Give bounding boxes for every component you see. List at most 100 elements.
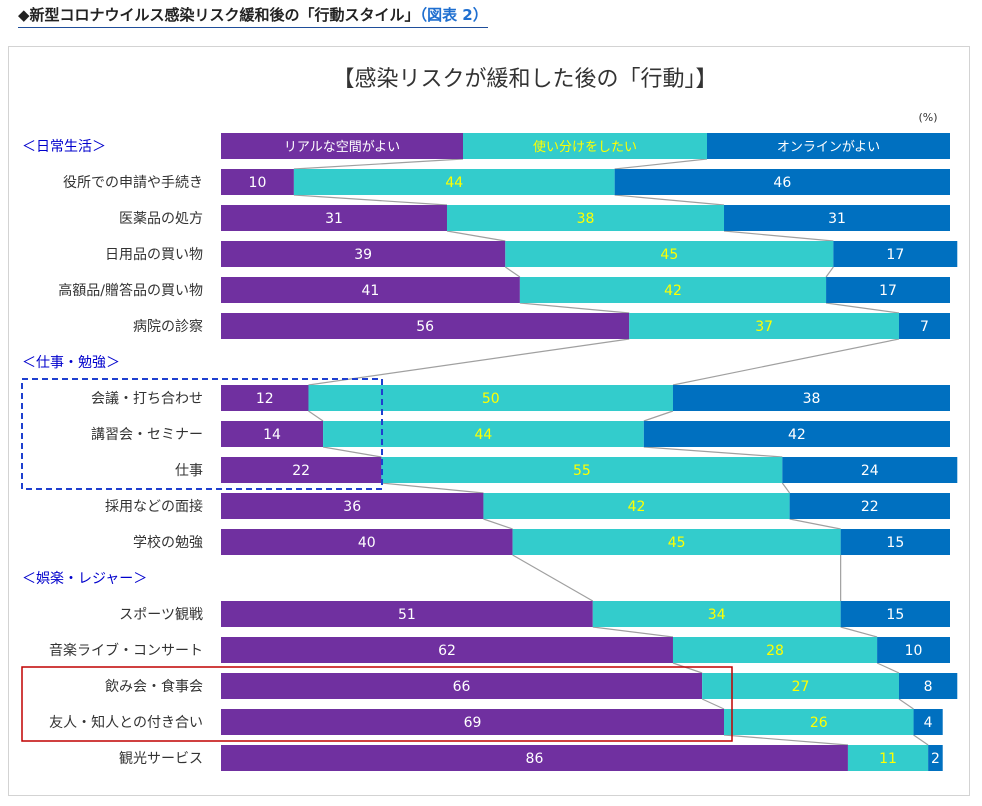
value-label-online: 8	[924, 679, 933, 695]
bar-segment-online	[614, 169, 950, 195]
bar-segment-online	[877, 637, 950, 663]
unit-label: (%)	[918, 111, 937, 124]
connector-line-15-1	[723, 734, 848, 746]
bar-segment-online	[840, 529, 950, 555]
bar-segment-real	[221, 637, 673, 663]
bar-segment-online	[643, 421, 950, 447]
bar-segment-online	[833, 241, 958, 267]
chart-frame	[8, 46, 970, 796]
bar-segment-mixed	[629, 313, 899, 339]
value-label-mixed: 45	[668, 535, 686, 551]
bar-segment-online	[913, 709, 943, 735]
bar-segment-real	[221, 421, 324, 447]
connector-line-13-2	[876, 662, 900, 674]
category-label: 音楽ライブ・コンサート	[49, 642, 203, 659]
bar-segment-real	[221, 205, 447, 231]
connector-line-6-2	[672, 338, 900, 386]
highlight-box-1	[21, 378, 383, 490]
value-label-real: 41	[362, 283, 380, 299]
value-label-real: 12	[256, 391, 274, 407]
bar-segment-mixed	[446, 205, 725, 231]
value-label-online: 31	[828, 211, 846, 227]
bar-segment-mixed	[512, 529, 841, 555]
bar-segment-mixed	[519, 277, 827, 303]
value-label-real: 62	[438, 643, 456, 659]
connector-line-5-1	[519, 302, 630, 314]
value-label-real: 39	[354, 247, 372, 263]
value-label-online: 38	[803, 391, 821, 407]
connector-line-15-2	[913, 734, 929, 746]
value-label-real: 36	[343, 499, 361, 515]
value-label-mixed: 11	[879, 751, 897, 767]
category-label: 観光サービス	[119, 750, 203, 767]
value-label-mixed: 45	[660, 247, 678, 263]
connector-line-10-1	[483, 518, 513, 530]
category-label: 採用などの面接	[105, 498, 203, 515]
value-label-online: 7	[920, 319, 929, 335]
bar-segment-mixed	[505, 241, 834, 267]
value-label-online: 4	[924, 715, 933, 731]
value-label-mixed: 38	[577, 211, 595, 227]
connector-line-1-2	[614, 158, 708, 170]
bar-segment-real	[221, 313, 630, 339]
bar-segment-mixed	[308, 385, 673, 411]
value-label-online: 17	[886, 247, 904, 263]
value-label-online: 17	[879, 283, 897, 299]
bar-segment-online	[898, 313, 950, 339]
value-label-online: 24	[861, 463, 879, 479]
connector-line-8-1	[322, 446, 382, 458]
connector-line-4-2	[825, 266, 834, 278]
value-label-real: 10	[249, 175, 267, 191]
value-label-online: 15	[886, 607, 904, 623]
value-label-mixed: 44	[445, 175, 463, 191]
connector-line-14-1	[701, 698, 725, 710]
category-label: 日用品の買い物	[105, 247, 203, 263]
bar-segment-online	[672, 385, 950, 411]
category-label: 医薬品の処方	[119, 211, 203, 227]
bar-segment-mixed	[702, 673, 899, 699]
legend-swatch-1	[221, 133, 463, 159]
bar-segment-mixed	[672, 637, 878, 663]
connector-line-9-2	[781, 482, 791, 494]
connector-lines	[293, 158, 929, 746]
bar-segment-mixed	[323, 421, 644, 447]
bar-segment-real	[221, 601, 593, 627]
category-label: 高額品/贈答品の買い物	[58, 282, 203, 299]
value-label-real: 66	[453, 679, 471, 695]
connector-line-4-1	[504, 266, 521, 278]
value-label-mixed: 50	[482, 391, 500, 407]
value-label-real: 51	[398, 607, 416, 623]
value-label-online: 10	[905, 643, 923, 659]
bars	[221, 133, 958, 771]
category-label: 役所での申請や手続き	[63, 174, 203, 191]
value-label-mixed: 28	[766, 643, 784, 659]
heading-figure-ref: （図表 2）	[419, 6, 488, 24]
value-label-online: 42	[788, 427, 806, 443]
connector-line-8-2	[643, 446, 783, 458]
connector-line-9-1	[381, 482, 484, 494]
bar-segment-real	[221, 457, 382, 483]
group-header-1: ＜日常生活＞	[22, 139, 106, 155]
highlight-boxes	[21, 378, 733, 742]
category-label: 学校の勉強	[133, 534, 203, 551]
connector-line-2-1	[293, 194, 448, 206]
category-label: 講習会・セミナー	[91, 427, 203, 443]
labels: リアルな空間がよい 使い分けをしたい オンラインがよい ＜日常生活＞ ＜仕事・勉強＞ ＜娯…	[22, 139, 940, 767]
bar-segment-mixed	[724, 709, 914, 735]
highlight-box-2	[21, 666, 733, 742]
bar-segment-online	[928, 745, 943, 771]
legend-label-3: オンラインがよい	[777, 140, 880, 155]
value-label-mixed: 27	[792, 679, 810, 695]
bar-segment-online	[898, 673, 958, 699]
connector-line-3-2	[723, 230, 834, 242]
connector-line-7-1	[308, 410, 324, 422]
value-label-real: 86	[526, 751, 544, 767]
bar-segment-real	[221, 529, 513, 555]
value-label-real: 69	[464, 715, 482, 731]
value-label-online: 22	[861, 499, 879, 515]
connector-line-13-1	[672, 662, 703, 674]
value-label-mixed: 42	[664, 283, 682, 299]
category-label: 会議・打ち合わせ	[91, 390, 203, 407]
bar-segment-mixed	[381, 457, 783, 483]
